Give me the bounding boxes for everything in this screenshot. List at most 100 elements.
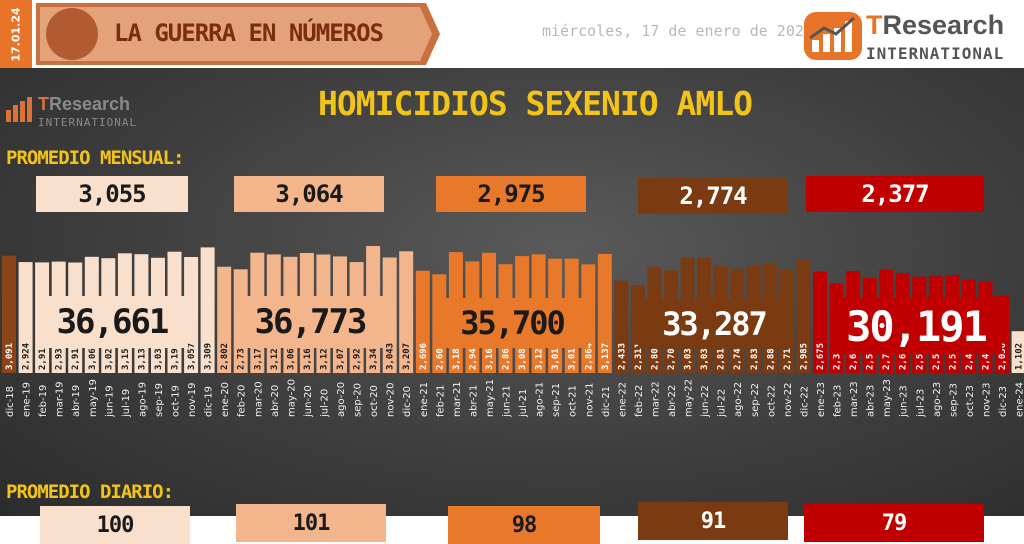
title-banner-inner [40,7,432,61]
x-tick-label: dic-19 [204,386,215,417]
bar-value-label: 3,032 [700,343,710,370]
bar-value-label: 3,130 [137,343,147,370]
x-tick-label: ago-23 [932,382,943,417]
bar-value-label: 3,309 [204,343,214,370]
monthly-average-period-2: 3,064 [234,176,384,212]
x-tick-label: mar-23 [849,381,860,417]
x-tick-label: feb-21 [435,385,446,417]
bar-value-label: 3,198 [171,343,181,370]
bar-value-label: 3,062 [88,343,98,370]
bar-value-label: 3,082 [518,343,528,370]
bar-value-label: 2,728 [882,343,892,370]
bar-ene-22 [614,280,629,373]
x-tick-label: mar-22 [651,381,662,417]
x-tick-label: dic-22 [799,386,810,417]
bar-value-label: 2,050 [998,343,1008,370]
bar-value-label: 3,137 [601,343,611,370]
bar-ene-24 [1011,331,1024,373]
x-tick-label: nov-20 [386,383,397,417]
x-tick-label: jul-21 [518,389,529,418]
bar-dic-22 [796,259,811,373]
bar-value-label: 2,311 [634,343,644,370]
brand-subtitle: INTERNATIONAL [866,44,1005,63]
x-tick-label: dic-20 [402,386,413,417]
bar-value-label: 2,732 [237,343,247,370]
bar-value-label: 3,123 [319,343,329,370]
bar-dic-20 [399,251,414,373]
x-tick-label: jun-21 [502,385,513,418]
monthly-average-label: PROMEDIO MENSUAL: [6,147,184,169]
bar-value-label: 3,012 [551,343,561,370]
bar-value-label: 3,043 [386,343,396,370]
bar-value-label: 2,470 [965,343,975,370]
x-tick-label: nov-21 [584,383,595,417]
bar-value-label: 3,057 [187,343,197,370]
bar-value-label: 2,936 [55,343,65,370]
daily-average-period-4: 91 [638,502,788,540]
bar-value-label: 2,802 [220,343,230,370]
bar-value-label: 2,538 [915,343,925,370]
bar-value-label: 1,102 [1015,343,1024,370]
bar-value-label: 2,831 [750,343,760,370]
bar-value-label: 3,169 [485,343,495,370]
bar-value-label: 2,880 [766,343,776,370]
x-tick-label: mar-20 [253,381,264,417]
banner-title: LA GUERRA EN NÚMEROS [114,19,384,47]
x-tick-label: jul-23 [915,389,926,418]
bar-value-label: 2,864 [584,342,594,370]
bar-ene-21 [415,270,430,373]
bar-value-label: 3,163 [303,343,313,370]
x-tick-label: jul-22 [717,389,728,418]
monthly-homicides-bar-chart: 3,091 dic-18 2,924 ene-19 2,915 feb-19 2,936 ma… [2,246,1024,418]
monthly-average-period-1: 3,055 [36,176,188,212]
x-tick-label: feb-19 [38,385,49,417]
bar-value-label: 3,026 [104,343,114,370]
x-tick-label: abr-21 [468,385,479,417]
x-tick-label: jun-19 [104,385,115,418]
header: 17.01.24 LA GUERRA EN NÚMEROS miércoles,… [0,0,1024,68]
bar-value-label: 2,696 [419,343,429,370]
x-tick-label: oct-19 [171,385,182,417]
x-tick-label: abr-23 [866,385,877,417]
bar-value-label: 3,207 [402,343,412,370]
bar-value-label: 2,985 [799,343,809,370]
x-tick-label: nov-22 [783,383,794,417]
x-tick-label: ene-23 [816,382,827,417]
x-tick-label: oct-20 [369,385,380,417]
publication-date: 17.01.24 [9,6,23,62]
bar-value-label: 3,347 [369,343,379,370]
daily-average-period-3: 98 [448,506,600,544]
bar-value-label: 2,818 [717,343,727,370]
x-tick-label: sep-20 [353,383,364,417]
x-tick-label: feb-20 [237,385,248,417]
x-tick-label: nov-23 [982,383,993,417]
bar-value-label: 2,422 [982,343,992,370]
watermark-logo: TResearch INTERNATIONAL [4,94,144,130]
bar-value-label: 2,689 [849,343,859,370]
bar-value-label: 2,711 [783,343,793,370]
x-tick-label: ene-20 [220,382,231,417]
bar-value-label: 2,801 [651,343,661,370]
x-tick-label: sep-21 [551,383,562,417]
bar-value-label: 3,129 [535,343,545,370]
bar-value-label: 2,915 [38,343,48,370]
x-tick-label: oct-21 [568,385,579,417]
bar-value-label: 2,913 [71,343,81,370]
x-tick-label: dic-21 [601,386,612,417]
bar-value-label: 2,552 [932,343,942,370]
date-line: miércoles, 17 de enero de 2024 [542,22,813,40]
mexico-map-icon [46,8,98,60]
daily-average-label: PROMEDIO DIARIO: [6,481,174,503]
bar-value-label: 3,036 [154,343,164,370]
period-total-2: 36,773 [234,296,386,348]
daily-average-period-2: 101 [236,504,386,542]
x-tick-label: dic-18 [5,386,16,417]
bar-value-label: 3,171 [253,343,263,370]
x-tick-label: abr-19 [71,385,82,417]
x-tick-label: ene-19 [22,382,33,417]
monthly-average-period-3: 2,975 [436,176,586,212]
x-tick-label: abr-22 [667,385,678,417]
bar-value-label: 3,073 [336,343,346,370]
daily-average-period-1: 100 [40,506,190,544]
bar-dic-18 [2,255,16,373]
